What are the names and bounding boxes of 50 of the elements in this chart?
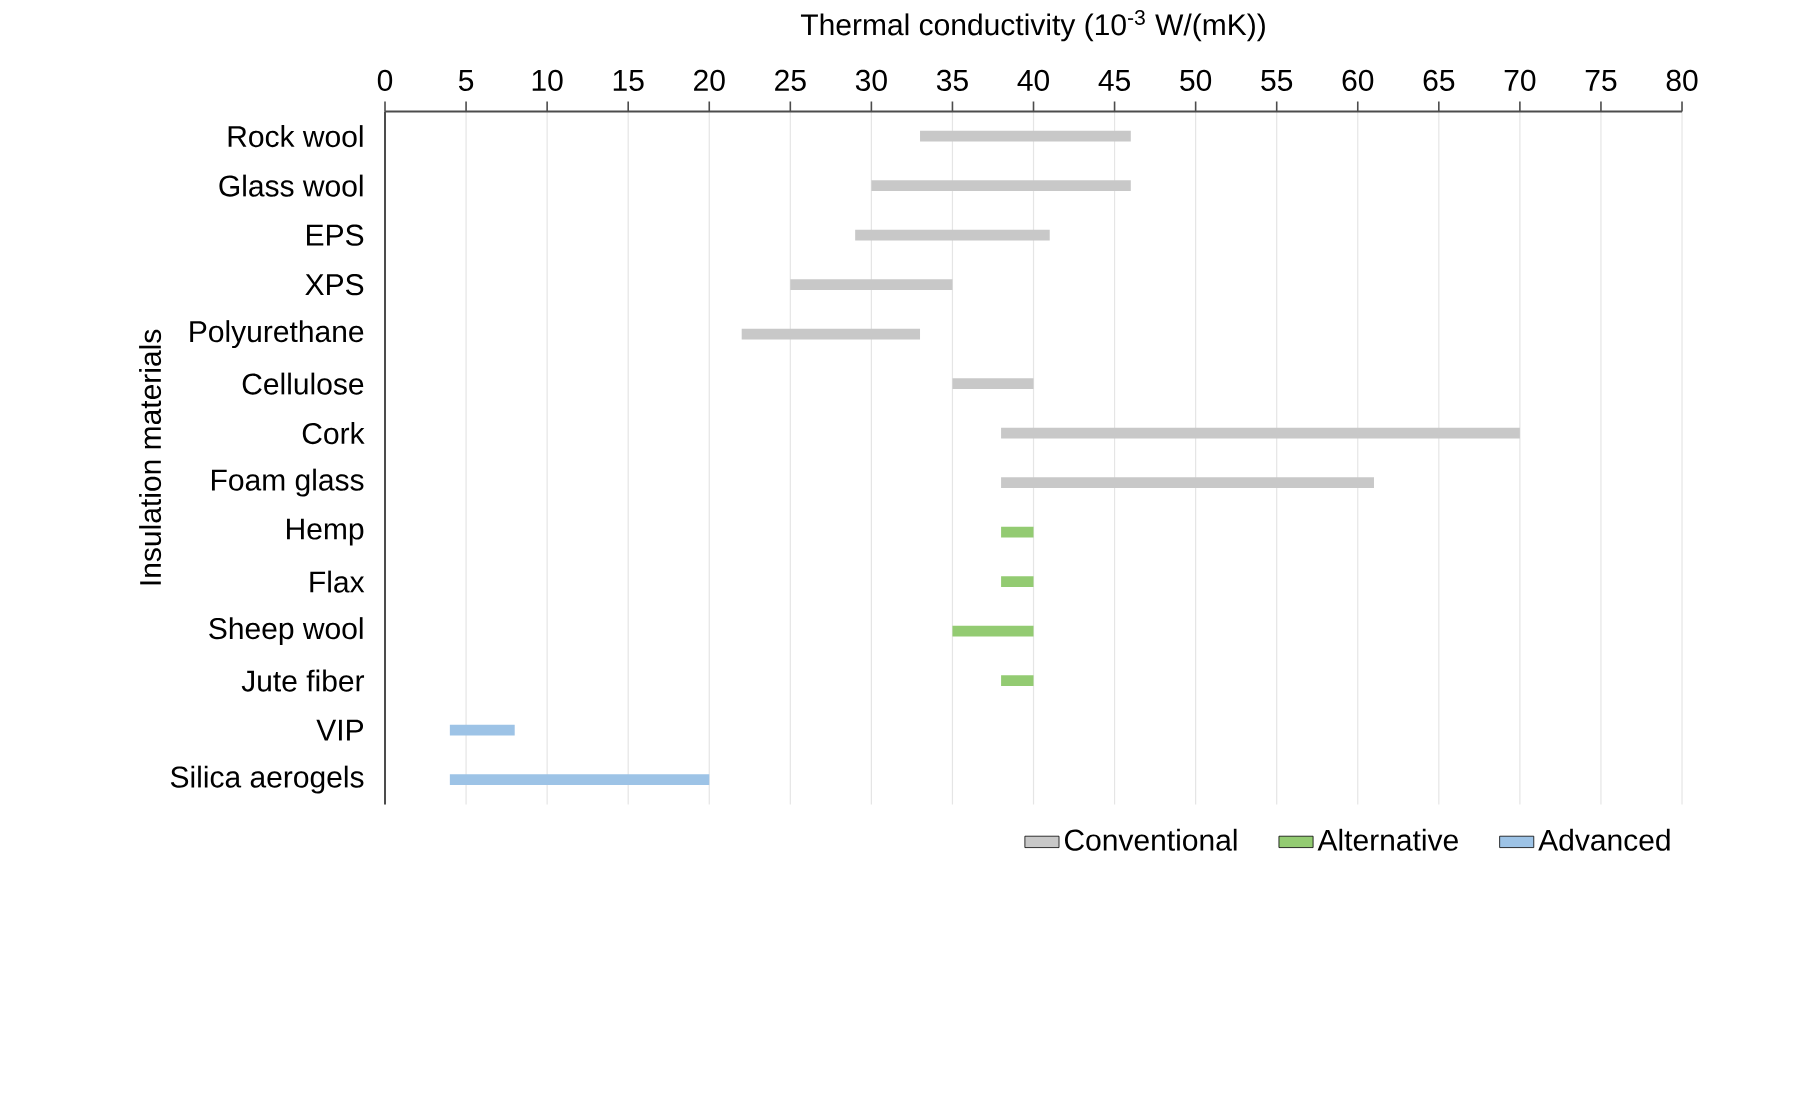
y-tick-label: Cork xyxy=(302,421,365,444)
x-tick-label: 25 xyxy=(775,69,806,91)
bar xyxy=(1001,575,1034,587)
legend-label: Alternative xyxy=(1317,828,1458,851)
x-tick-label: 60 xyxy=(1342,69,1374,91)
y-tick-label: XPS xyxy=(305,273,364,296)
bar xyxy=(952,625,1034,637)
bar xyxy=(1001,675,1034,686)
bar xyxy=(790,278,953,290)
y-tick-label: Jute fiber xyxy=(241,669,365,692)
x-tick-label: 20 xyxy=(694,69,725,91)
y-tick-label: Polyurethane xyxy=(190,319,364,348)
bar xyxy=(449,724,515,736)
y-tick-label: Silica aerogels xyxy=(170,765,364,794)
legend-label: Advanced xyxy=(1538,828,1670,851)
y-tick-label: Glass wool xyxy=(219,174,363,197)
x-tick-label: 70 xyxy=(1504,69,1536,91)
x-tick-label: 0 xyxy=(377,69,393,91)
x-tick-label: 80 xyxy=(1666,69,1698,91)
x-tick-label: 45 xyxy=(1098,69,1130,91)
y-tick-label: Foam glass xyxy=(212,468,364,497)
y-axis-title: Insulation materials xyxy=(139,329,162,585)
x-tick-label: 75 xyxy=(1585,69,1617,91)
x-tick-label: 65 xyxy=(1423,69,1455,91)
x-tick-label: 10 xyxy=(532,69,563,91)
x-tick-label: 15 xyxy=(613,69,644,91)
y-tick-label: Rock wool xyxy=(228,124,363,147)
y-tick-label: VIP xyxy=(316,719,364,741)
x-tick-label: 5 xyxy=(458,69,474,91)
bar xyxy=(449,774,710,785)
x-tick-label: 30 xyxy=(855,69,887,91)
bar xyxy=(1001,477,1374,488)
x-tick-label: 55 xyxy=(1261,69,1293,91)
bar xyxy=(741,328,921,340)
bar xyxy=(871,179,1131,191)
bar xyxy=(952,378,1034,389)
x-tick-label: 35 xyxy=(936,69,968,91)
legend-label: Conventional xyxy=(1064,828,1237,851)
y-tick-label: Cellulose xyxy=(242,372,364,395)
x-axis-title: Thermal conductivity (10$^{-3}$ W/(mK)) xyxy=(800,9,1265,42)
y-tick-label: EPS xyxy=(307,224,364,246)
x-tick-label: 50 xyxy=(1180,69,1212,91)
x-tick-label: 40 xyxy=(1017,69,1049,91)
bar xyxy=(1001,526,1034,538)
bar xyxy=(1001,427,1520,439)
bar xyxy=(920,130,1131,142)
bar xyxy=(855,229,1050,241)
y-tick-label: Hemp xyxy=(287,518,364,546)
y-tick-label: Flax xyxy=(310,570,365,593)
y-tick-label: Sheep wool xyxy=(209,616,363,645)
